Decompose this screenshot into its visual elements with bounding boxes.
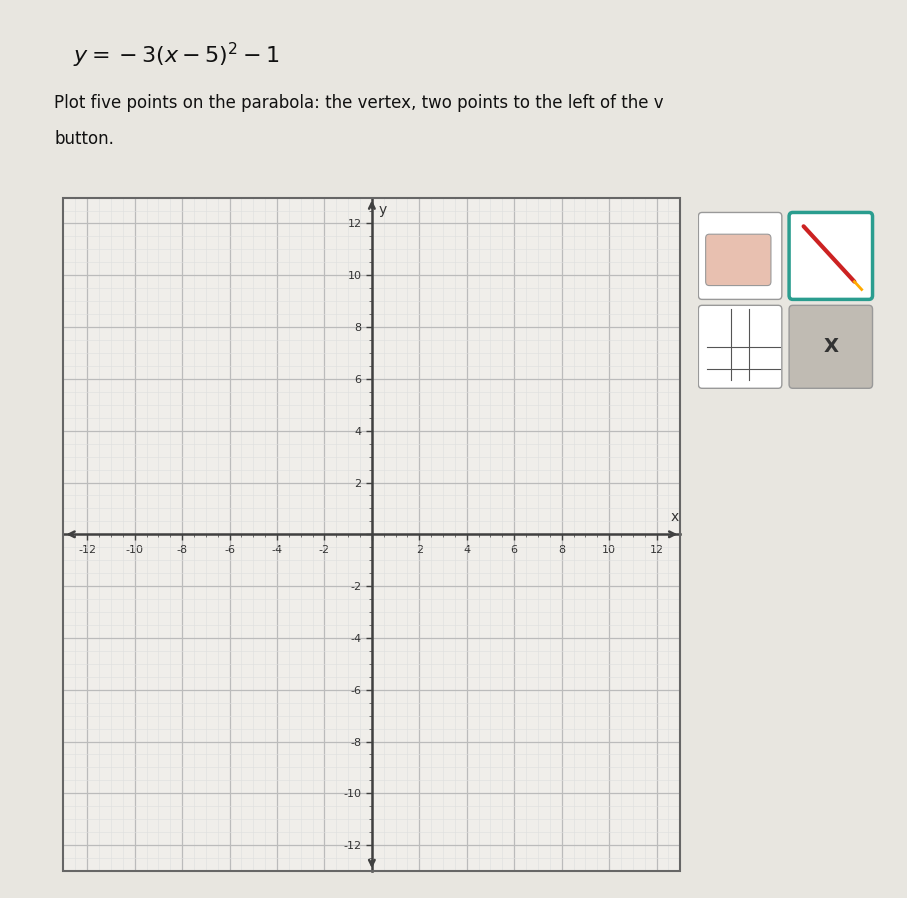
- FancyBboxPatch shape: [698, 213, 782, 299]
- Text: button.: button.: [54, 130, 114, 148]
- Text: y: y: [379, 203, 387, 216]
- Text: x: x: [671, 510, 679, 524]
- Text: Plot five points on the parabola: the vertex, two points to the left of the v: Plot five points on the parabola: the ve…: [54, 94, 664, 112]
- FancyBboxPatch shape: [698, 305, 782, 388]
- FancyBboxPatch shape: [789, 213, 873, 299]
- Text: X: X: [824, 338, 838, 357]
- FancyBboxPatch shape: [789, 305, 873, 388]
- Text: $y=-3(x-5)^2-1$: $y=-3(x-5)^2-1$: [73, 40, 279, 70]
- FancyBboxPatch shape: [706, 234, 771, 286]
